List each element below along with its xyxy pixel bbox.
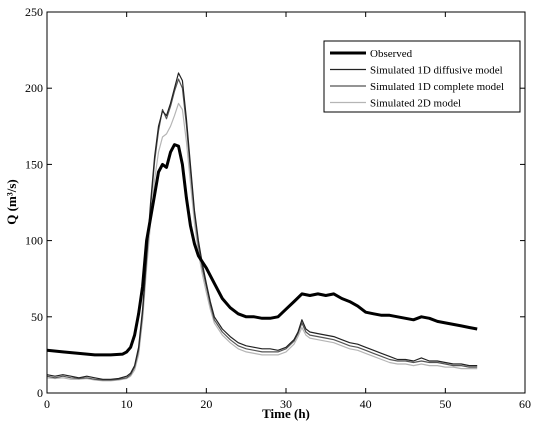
- series-layer: [46, 72, 478, 382]
- y-tick-label: 0: [37, 386, 43, 400]
- x-axis-title: Time (h): [262, 406, 310, 421]
- x-tick-label: 30: [280, 397, 292, 411]
- series-line-2: [46, 72, 478, 380]
- series-line-3: [46, 78, 478, 381]
- legend-label-4: Simulated 2D model: [370, 98, 461, 110]
- y-tick-label: 100: [25, 234, 43, 248]
- series-line-4: [46, 102, 478, 382]
- y-tick-label: 200: [25, 81, 43, 95]
- x-tick-label: 0: [44, 397, 50, 411]
- y-tick-label: 150: [25, 157, 43, 171]
- legend-items: Observed Simulated 1D diffusive model Simu…: [330, 48, 504, 110]
- series-line-1: [46, 143, 478, 357]
- x-tick-label: 40: [360, 397, 372, 411]
- y-tick-label: 50: [31, 310, 43, 324]
- tick-layer: 0 10 20 30 40 50 60 0 50 100 150 200 250: [25, 5, 531, 411]
- x-tick-label: 20: [200, 397, 212, 411]
- legend-label-2: Simulated 1D diffusive model: [370, 65, 503, 77]
- legend-label-3: Simulated 1D complete model: [370, 81, 504, 93]
- x-tick-label: 60: [519, 397, 531, 411]
- legend: Observed Simulated 1D diffusive model Simu…: [323, 40, 521, 113]
- y-axis-title: Q (m³/s): [4, 179, 19, 224]
- x-tick-label: 50: [439, 397, 451, 411]
- legend-label-1: Observed: [370, 48, 413, 60]
- y-tick-label: 250: [25, 5, 43, 19]
- x-tick-label: 10: [121, 397, 133, 411]
